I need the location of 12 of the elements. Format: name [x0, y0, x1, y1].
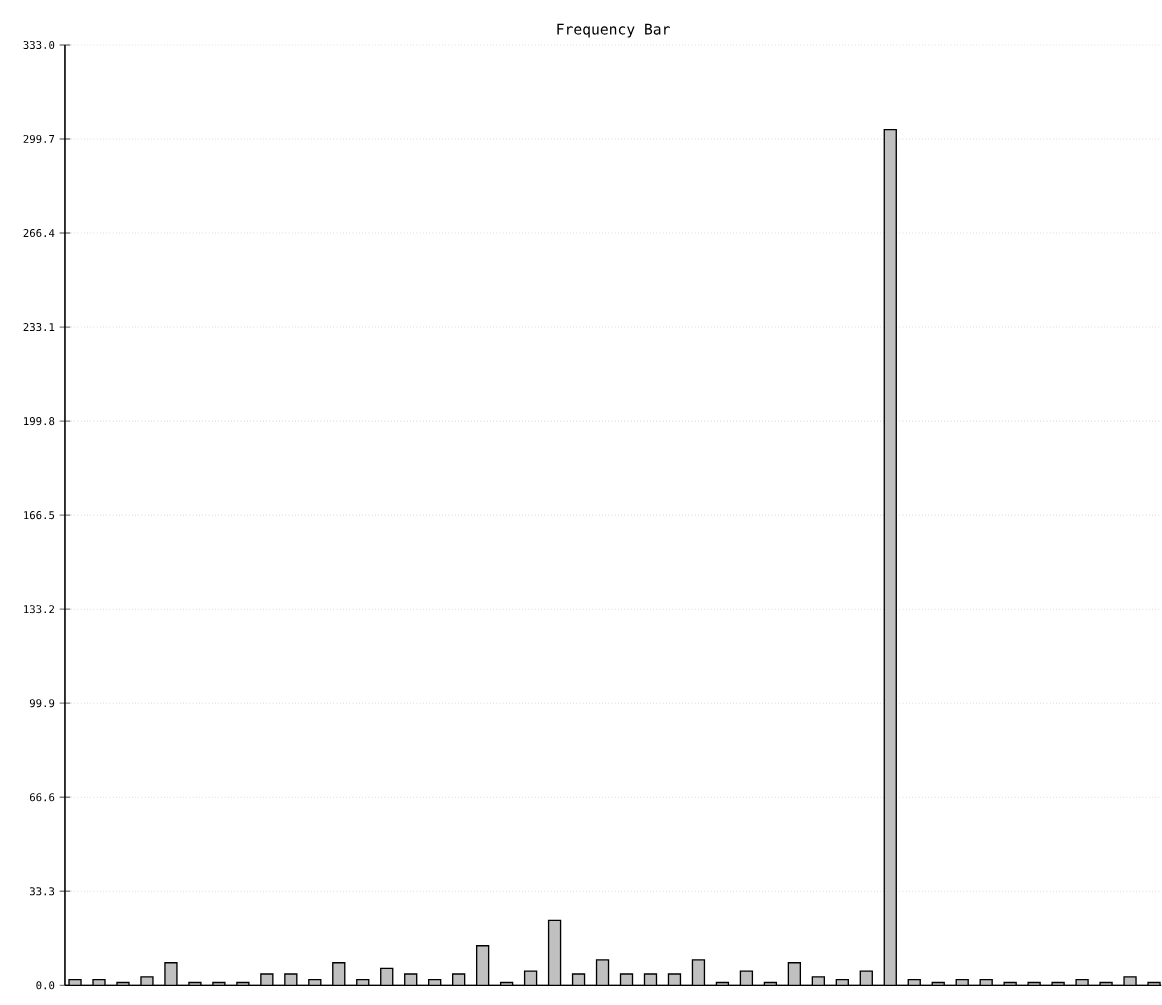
y-tick-label: 0.0 — [36, 981, 55, 990]
y-tick-label: 66.6 — [29, 793, 55, 802]
y-tick-label: 133.2 — [24, 605, 55, 614]
y-tick-label: 233.1 — [23, 322, 55, 332]
y-tick-label: 33.3 — [29, 887, 55, 896]
chart-title: Frequency Bar — [557, 23, 670, 38]
y-tick-label: 199.8 — [24, 417, 55, 426]
y-tick-label: 166.5 — [24, 511, 55, 520]
y-tick-label: 99.9 — [29, 699, 55, 708]
y-tick-label: 299.7 — [23, 134, 55, 143]
y-tick-label: 333.0 — [23, 40, 55, 49]
y-tick-label: 266.4 — [23, 228, 55, 237]
